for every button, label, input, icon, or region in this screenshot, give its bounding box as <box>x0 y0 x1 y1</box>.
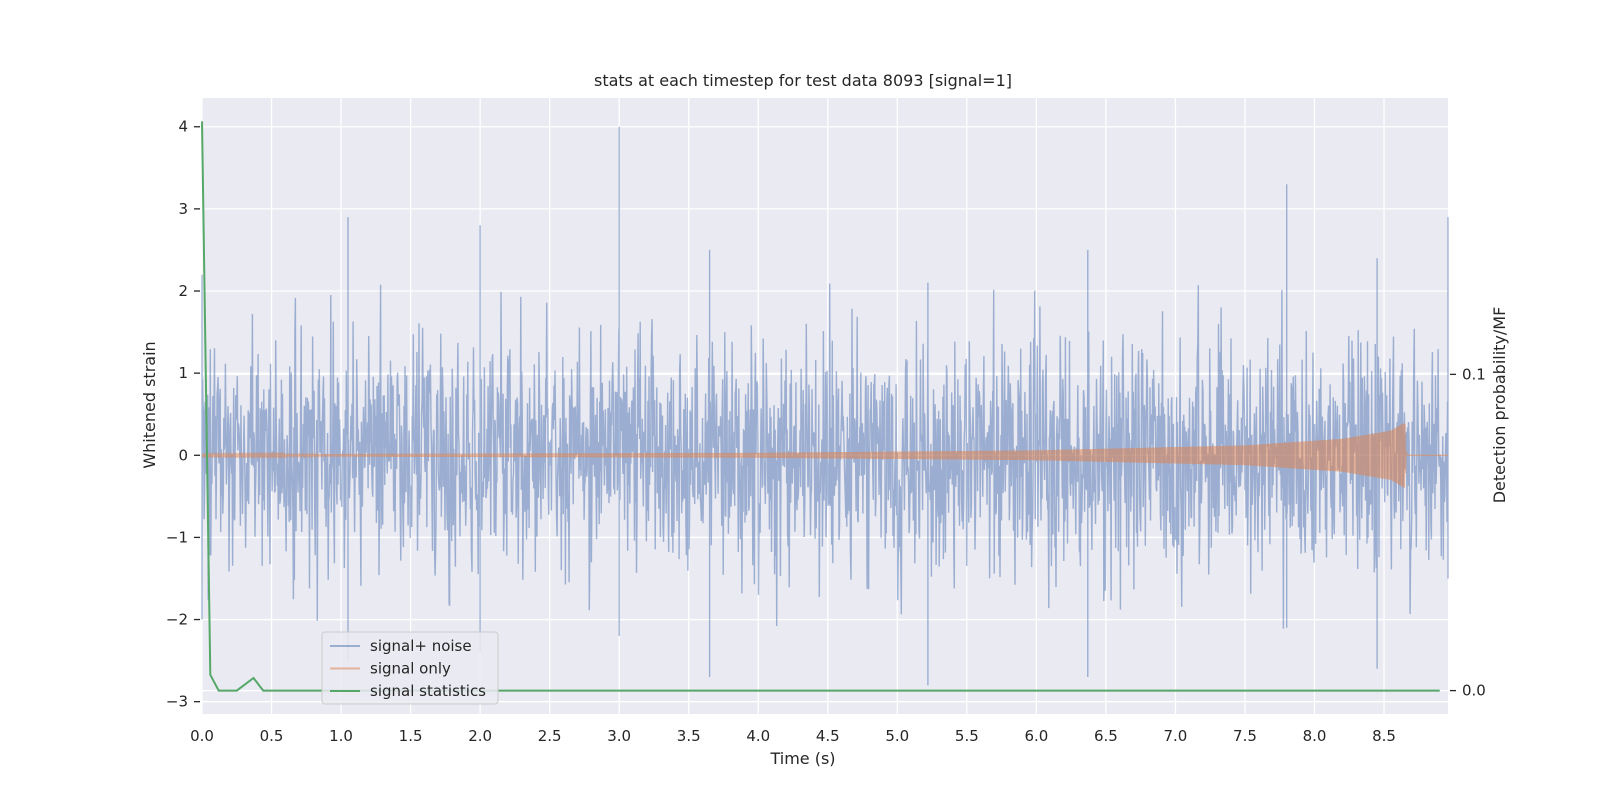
x-tick-label: 8.0 <box>1303 727 1327 745</box>
x-tick-label: 1.5 <box>399 727 423 745</box>
y-tick-label: 4 <box>178 118 188 136</box>
x-axis: 0.0 0.5 1.0 1.5 2.0 2.5 3.0 3.5 4.0 4.5 5.0 5.5 6.0 6… <box>190 727 1396 745</box>
legend: signal+ noise signal only signal statistic… <box>321 631 499 705</box>
y2-tick-label: 0.1 <box>1462 365 1486 383</box>
x-tick-label: 8.5 <box>1372 727 1396 745</box>
x-tick-label: 5.5 <box>955 727 979 745</box>
x-tick-label: 4.0 <box>746 727 770 745</box>
x-tick-label: 1.0 <box>329 727 353 745</box>
x-tick-label: 7.0 <box>1164 727 1188 745</box>
x-tick-label: 5.0 <box>885 727 909 745</box>
y-tick-label: −2 <box>166 611 188 629</box>
legend-label: signal only <box>370 660 451 678</box>
x-tick-label: 4.5 <box>816 727 840 745</box>
y-tick-label: 2 <box>178 282 188 300</box>
x-axis-label: Time (s) <box>769 749 835 768</box>
y-tick-label: −3 <box>166 693 188 711</box>
y2-axis-label: Detection probability/MF <box>1490 307 1509 504</box>
x-tick-label: 3.5 <box>677 727 701 745</box>
y-tick-label: −1 <box>166 528 188 546</box>
x-tick-label: 2.5 <box>538 727 562 745</box>
y2-tick-label: 0.0 <box>1462 682 1486 700</box>
y-axis-label: Whitened strain <box>140 341 159 468</box>
legend-label: signal+ noise <box>370 637 472 655</box>
signal-only-series <box>201 423 1448 488</box>
signal-statistics-series <box>201 121 1440 692</box>
chart-title: stats at each timestep for test data 809… <box>594 71 1012 90</box>
y-tick-label: 1 <box>178 364 188 382</box>
x-tick-label: 2.0 <box>468 727 492 745</box>
x-tick-label: 6.5 <box>1094 727 1118 745</box>
x-tick-label: 6.0 <box>1024 727 1048 745</box>
y-axis-right: 0.1 0.0 <box>1450 365 1486 700</box>
legend-box <box>321 631 499 705</box>
x-tick-label: 0.5 <box>260 727 284 745</box>
x-tick-label: 0.0 <box>190 727 214 745</box>
y-tick-label: 3 <box>178 200 188 218</box>
x-tick-label: 7.5 <box>1233 727 1257 745</box>
legend-label: signal statistics <box>370 682 486 700</box>
signal-statistics-line <box>201 121 1440 692</box>
y-axis-left: 4 3 2 1 0 −1 −2 −3 <box>166 118 200 711</box>
signal-only-line <box>201 423 1448 488</box>
x-tick-label: 3.0 <box>607 727 631 745</box>
y-tick-label: 0 <box>178 446 188 464</box>
